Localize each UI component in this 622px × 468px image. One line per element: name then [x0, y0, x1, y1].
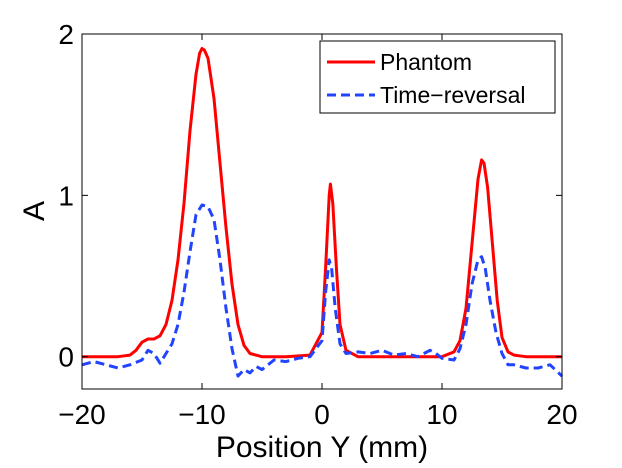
- x-axis-title: Position Y (mm): [216, 431, 428, 464]
- x-tick-label: 10: [426, 399, 457, 430]
- legend-label-time-reversal: Time−reversal: [380, 82, 526, 108]
- y-tick-label: 2: [58, 19, 74, 50]
- series-lines: [81, 47, 564, 378]
- legend: Phantom Time−reversal: [319, 40, 556, 114]
- y-tick-label: 1: [58, 180, 74, 211]
- x-tick-label: 20: [546, 399, 577, 430]
- series-line-0: [82, 47, 562, 359]
- y-axis-title: A: [18, 201, 51, 221]
- ticks: −20 −10 0 10 20 0 1 2: [58, 19, 577, 430]
- legend-box: [319, 40, 556, 114]
- x-tick-label: −20: [58, 399, 106, 430]
- legend-label-phantom: Phantom: [380, 49, 472, 75]
- x-tick-label: −10: [178, 399, 226, 430]
- y-tick-label: 0: [58, 342, 74, 373]
- x-tick-label: 0: [314, 399, 330, 430]
- series-line-1: [81, 203, 564, 378]
